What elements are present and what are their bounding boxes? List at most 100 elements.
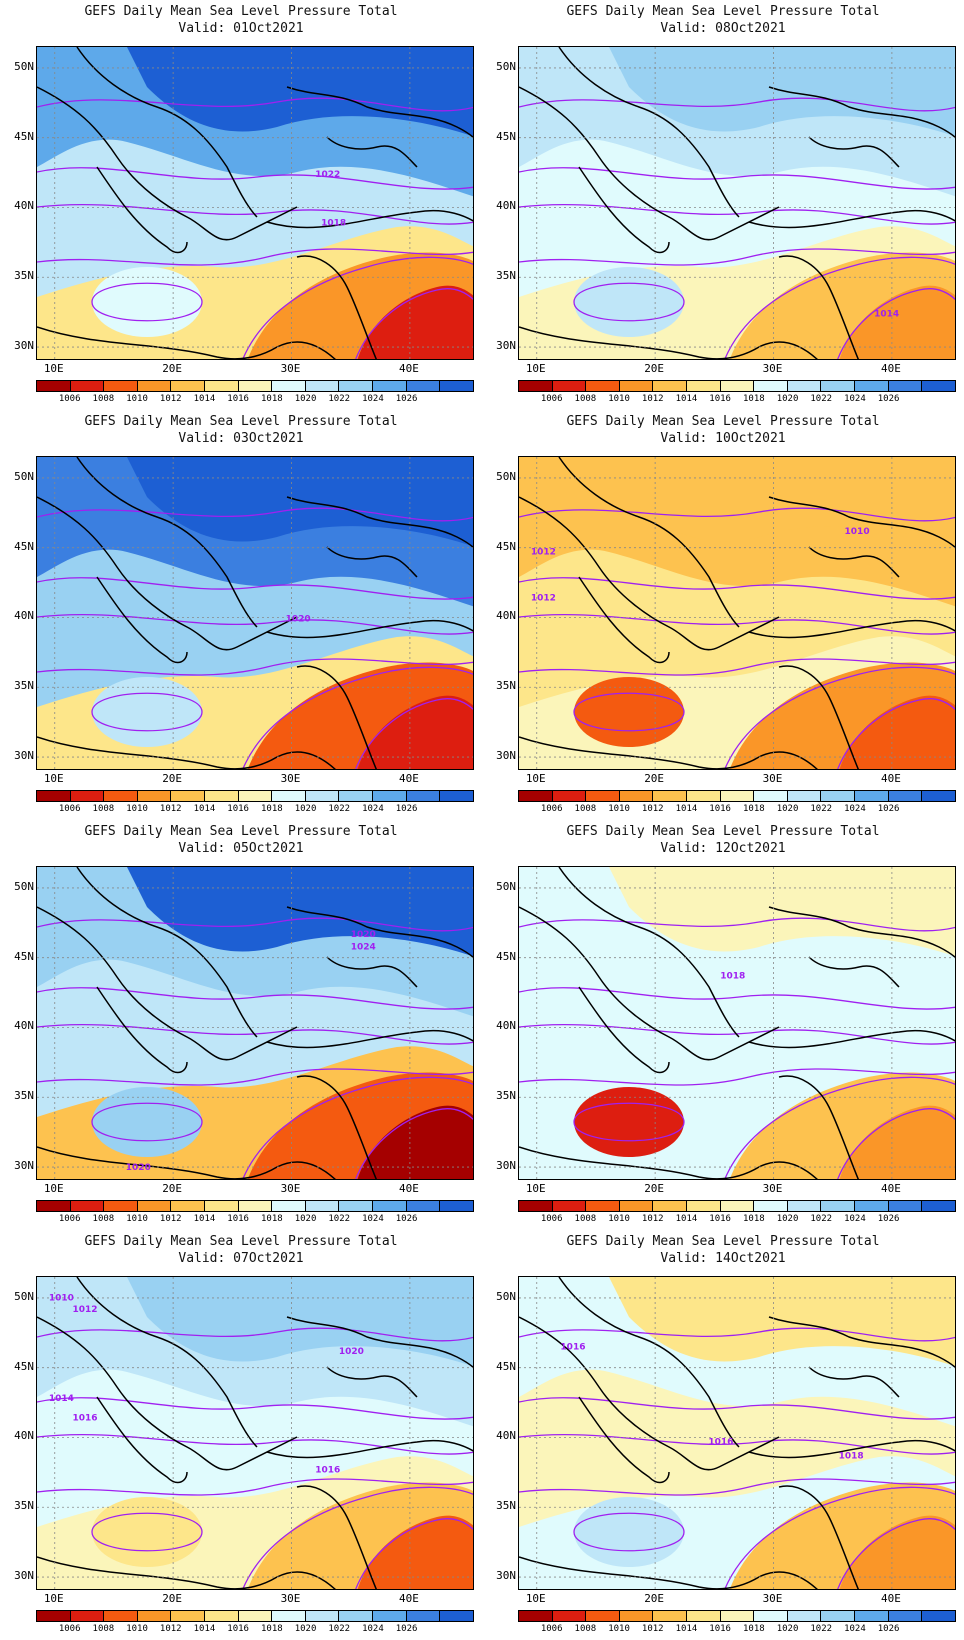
contour-label: 1014 xyxy=(49,1394,74,1404)
colorbar-swatch xyxy=(171,381,206,391)
longitude-label: 30E xyxy=(280,1592,301,1605)
pressure-map: 1022 1018 xyxy=(36,46,474,360)
longitude-label: 40E xyxy=(398,362,419,375)
colorbar-label: 1024 xyxy=(844,804,866,814)
coastline xyxy=(748,620,955,639)
colorbar-swatch xyxy=(922,381,955,391)
contour-label: 1016 xyxy=(73,1414,98,1424)
colorbar-swatch xyxy=(922,791,955,801)
coastline xyxy=(519,326,818,359)
colorbar-swatch xyxy=(653,1611,688,1621)
colorbar-swatch xyxy=(373,791,407,801)
isobar-line xyxy=(519,203,955,225)
colorbar-label: 1022 xyxy=(328,1214,351,1224)
colorbar-label: 1020 xyxy=(294,804,317,814)
latitude-label: 30N xyxy=(496,339,516,353)
colorbar-label: 1022 xyxy=(810,1214,833,1224)
latitude-label: 30N xyxy=(14,1569,34,1583)
colorbar-swatch xyxy=(205,791,239,801)
latitude-label: 50N xyxy=(14,1289,34,1303)
colorbar-swatch xyxy=(440,381,473,391)
colorbar-swatch xyxy=(619,791,654,801)
contour-label: 1018 xyxy=(720,972,745,982)
colorbar-swatch xyxy=(821,1611,856,1621)
colorbar-label: 1014 xyxy=(675,394,698,404)
colorbar-label: 1010 xyxy=(608,804,630,814)
colorbar xyxy=(36,790,474,802)
contour-label: 1020 xyxy=(351,930,376,940)
latitude-label: 35N xyxy=(496,679,516,693)
colorbar-label: 1024 xyxy=(362,1624,384,1634)
colorbar-swatch xyxy=(586,381,620,391)
latitude-label: 45N xyxy=(14,949,34,963)
coastline xyxy=(748,1440,955,1459)
colorbar-label: 1018 xyxy=(261,394,283,404)
colorbar-swatch xyxy=(754,1201,788,1211)
isobar-line xyxy=(519,613,955,635)
pressure-map: 1016 1016 1018 xyxy=(518,1276,956,1590)
colorbar-label: 1010 xyxy=(126,1624,148,1634)
contour-label: 1016 xyxy=(560,1343,585,1353)
colorbar-label: 1016 xyxy=(709,1624,731,1634)
panel-title: GEFS Daily Mean Sea Level Pressure Total xyxy=(84,824,398,839)
colorbar-swatch xyxy=(687,1201,721,1211)
contour-label: 1016 xyxy=(708,1437,733,1447)
coastline xyxy=(286,496,473,549)
coastline xyxy=(286,1316,473,1369)
coastline xyxy=(558,47,740,218)
latitude-label: 50N xyxy=(14,59,34,73)
contour-label: 1012 xyxy=(531,594,556,604)
colorbar-label: 1020 xyxy=(294,1624,317,1634)
latitude-label: 30N xyxy=(496,1159,516,1173)
colorbar-label: 1008 xyxy=(92,804,115,814)
colorbar-swatch xyxy=(137,791,172,801)
map-panel: GEFS Daily Mean Sea Level Pressure Total… xyxy=(0,410,482,820)
colorbar-label: 1008 xyxy=(92,1624,115,1634)
coastline xyxy=(37,906,298,1061)
isobar-line xyxy=(519,1068,955,1086)
colorbar-label: 1024 xyxy=(362,1214,384,1224)
panel-title: GEFS Daily Mean Sea Level Pressure Total xyxy=(566,414,880,429)
isobar-line xyxy=(724,1486,955,1589)
colorbar-swatch xyxy=(787,1201,822,1211)
colorbar-label: 1016 xyxy=(227,1214,249,1224)
colorbar-label: 1020 xyxy=(776,804,799,814)
latitude-label: 45N xyxy=(496,539,516,553)
corner-pressure-region xyxy=(357,695,473,769)
colorbar-label: 1018 xyxy=(743,1624,765,1634)
coastline xyxy=(326,1366,418,1398)
colorbar-swatch xyxy=(821,381,856,391)
longitude-label: 20E xyxy=(162,772,183,785)
colorbar-swatch xyxy=(272,1201,306,1211)
colorbar-label: 1014 xyxy=(193,1214,216,1224)
colorbar-label: 1022 xyxy=(810,804,833,814)
colorbar-swatch xyxy=(37,1201,71,1211)
isobar-line xyxy=(37,577,473,600)
colorbar-swatch xyxy=(720,381,755,391)
colorbar-swatch xyxy=(70,791,105,801)
coastline xyxy=(266,1030,473,1049)
colorbar-label: 1018 xyxy=(743,804,765,814)
longitude-label: 30E xyxy=(762,772,783,785)
colorbar-swatch xyxy=(137,1611,172,1621)
colorbar xyxy=(36,380,474,392)
colorbar-swatch xyxy=(104,381,138,391)
colorbar-swatch xyxy=(406,791,441,801)
coastline xyxy=(578,576,670,664)
colorbar-label: 1022 xyxy=(328,1624,351,1634)
latitude-label: 30N xyxy=(14,339,34,353)
coastline xyxy=(778,1485,859,1589)
north-pressure-region xyxy=(609,1277,955,1367)
coastline xyxy=(37,86,298,241)
longitude-label: 10E xyxy=(525,1592,546,1605)
coastline xyxy=(326,956,418,988)
latitude-label: 30N xyxy=(496,1569,516,1583)
coastline xyxy=(76,457,258,628)
colorbar-swatch xyxy=(104,1611,138,1621)
colorbar-swatch xyxy=(272,1611,306,1621)
valid-date: Valid: 01Oct2021 xyxy=(178,21,304,36)
colorbar-label: 1026 xyxy=(877,804,900,814)
colorbar-swatch xyxy=(238,791,273,801)
colorbar-label: 1008 xyxy=(92,394,115,404)
colorbar-label: 1022 xyxy=(328,804,351,814)
